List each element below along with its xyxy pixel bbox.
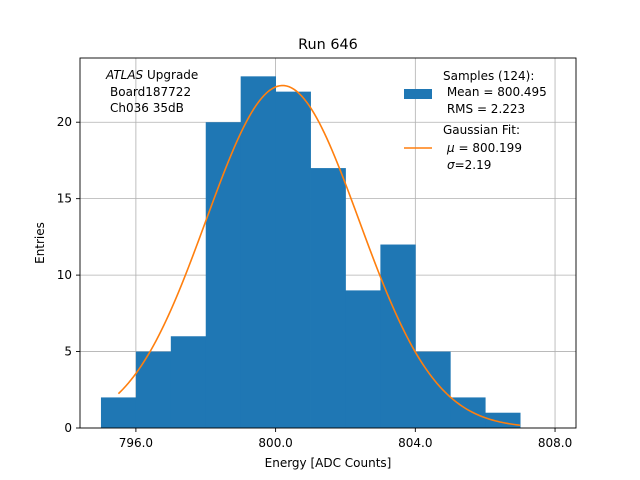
annotation-upgrade: Upgrade bbox=[143, 68, 198, 82]
annotation-line-3: Ch036 35dB bbox=[110, 101, 184, 115]
plot-frame bbox=[79, 57, 577, 429]
x-tick-label-1: 800.0 bbox=[258, 436, 292, 450]
histogram-bar-5 bbox=[275, 91, 311, 429]
x-axis-label: Energy [ADC Counts] bbox=[265, 456, 392, 470]
legend-samples-title: Samples (124): bbox=[443, 69, 534, 83]
legend-mu-symbol: μ bbox=[446, 141, 455, 155]
histogram-bar-11 bbox=[485, 412, 521, 428]
histogram-bar-1 bbox=[135, 351, 172, 428]
y-axis-label: Entries bbox=[33, 222, 47, 264]
legend-samples-mean: Mean = 800.495 bbox=[443, 85, 547, 99]
legend-samples-rms: RMS = 2.223 bbox=[443, 102, 525, 116]
y-tick-label-2: 10 bbox=[57, 268, 72, 282]
legend-sigma-value: =2.19 bbox=[455, 158, 492, 172]
histogram-bar-0 bbox=[100, 397, 137, 428]
x-tick-label-0: 796.0 bbox=[119, 436, 153, 450]
gaussian-fit-curve bbox=[117, 84, 521, 427]
x-tick-label-3: 808.0 bbox=[538, 436, 572, 450]
x-axis-ticks: 796.0 800.0 804.0 808.0 bbox=[119, 428, 572, 450]
legend-fit-mu: μ = 800.199 bbox=[446, 141, 522, 155]
y-tick-label-3: 15 bbox=[57, 192, 72, 206]
histogram-bar-8 bbox=[380, 244, 416, 428]
legend-fit-title: Gaussian Fit: bbox=[443, 123, 520, 137]
chart-title: Run 646 bbox=[298, 37, 358, 53]
histogram-bar-2 bbox=[170, 336, 207, 428]
y-tick-label-4: 20 bbox=[57, 115, 72, 129]
annotation-atlas: ATLAS bbox=[105, 68, 144, 82]
y-tick-label-1: 5 bbox=[64, 345, 72, 359]
histogram-bar-7 bbox=[345, 290, 381, 428]
histogram-bar-4 bbox=[240, 76, 277, 428]
annotation-line-1: ATLAS Upgrade bbox=[105, 68, 198, 82]
legend: Samples (124): Mean = 800.495 RMS = 2.22… bbox=[404, 69, 547, 172]
x-tick-label-2: 804.0 bbox=[398, 436, 432, 450]
legend-sigma-symbol: σ bbox=[447, 158, 455, 172]
legend-mu-value: = 800.199 bbox=[455, 141, 522, 155]
histogram-bar-3 bbox=[205, 122, 242, 428]
legend-fit-sigma: σ=2.19 bbox=[447, 158, 491, 172]
y-tick-label-0: 0 bbox=[64, 421, 72, 435]
y-axis-ticks: 0 5 10 15 20 bbox=[57, 115, 80, 435]
histogram-bars bbox=[100, 76, 521, 429]
histogram-bar-6 bbox=[310, 168, 346, 428]
atlas-annotation: ATLAS Upgrade Board187722 Ch036 35dB bbox=[105, 68, 198, 115]
annotation-line-2: Board187722 bbox=[110, 85, 191, 99]
legend-samples-swatch bbox=[404, 89, 432, 99]
histogram-bar-9 bbox=[415, 351, 451, 428]
